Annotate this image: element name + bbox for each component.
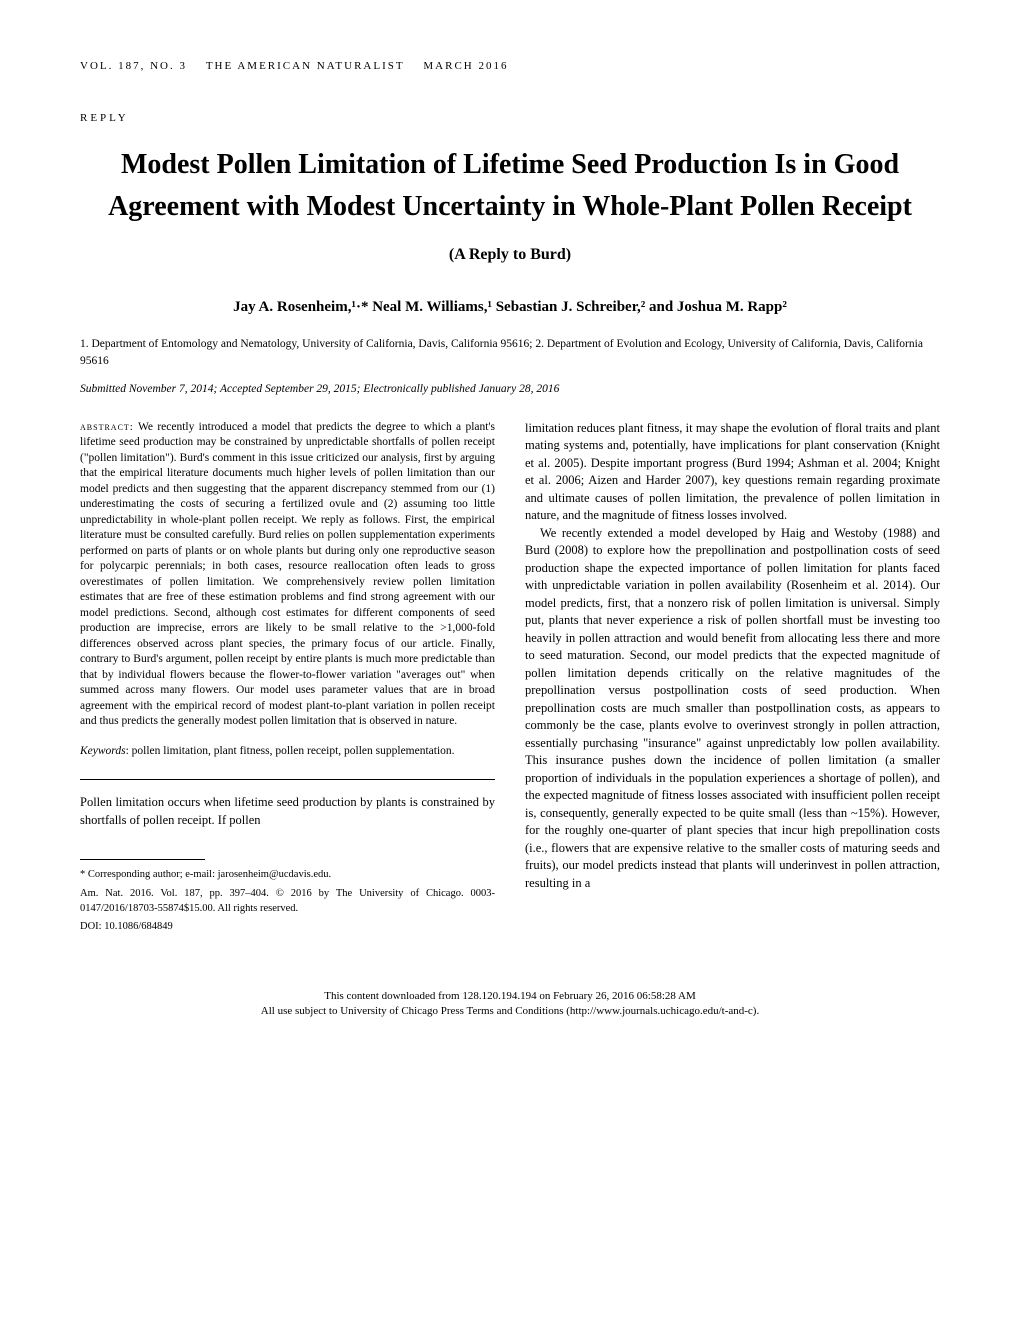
section-divider bbox=[80, 779, 495, 780]
running-header: vol. 187, no. 3 the american naturalist … bbox=[80, 60, 940, 72]
col2-paragraph-2: We recently extended a model developed b… bbox=[525, 525, 940, 893]
header-vol: vol. 187, no. 3 bbox=[80, 60, 187, 72]
footer-line-1: This content downloaded from 128.120.194… bbox=[80, 989, 940, 1004]
intro-paragraph: Pollen limitation occurs when lifetime s… bbox=[80, 794, 495, 829]
doi-footnote: DOI: 10.1086/684849 bbox=[80, 920, 495, 935]
left-column: abstract: We recently introduced a model… bbox=[80, 420, 495, 940]
article-subtitle: (A Reply to Burd) bbox=[80, 246, 940, 264]
keywords-label: Keywords bbox=[80, 745, 126, 757]
abstract-label: abstract: bbox=[80, 421, 134, 433]
keywords: Keywords: pollen limitation, plant fitne… bbox=[80, 744, 495, 760]
reply-label: Reply bbox=[80, 112, 940, 124]
col2-paragraph-1: limitation reduces plant fitness, it may… bbox=[525, 420, 940, 525]
abstract: abstract: We recently introduced a model… bbox=[80, 420, 495, 730]
abstract-body: We recently introduced a model that pred… bbox=[80, 421, 495, 728]
authors: Jay A. Rosenheim,¹·* Neal M. Williams,¹ … bbox=[80, 299, 940, 316]
affiliations: 1. Department of Entomology and Nematolo… bbox=[80, 336, 940, 371]
keywords-text: : pollen limitation, plant fitness, poll… bbox=[126, 745, 455, 757]
footnote-separator bbox=[80, 859, 205, 860]
right-column: limitation reduces plant fitness, it may… bbox=[525, 420, 940, 940]
article-title: Modest Pollen Limitation of Lifetime See… bbox=[80, 144, 940, 228]
page-footer: This content downloaded from 128.120.194… bbox=[80, 989, 940, 1020]
submission-dates: Submitted November 7, 2014; Accepted Sep… bbox=[80, 383, 940, 395]
corresponding-author-footnote: * Corresponding author; e-mail: jarosenh… bbox=[80, 868, 495, 883]
footer-line-2: All use subject to University of Chicago… bbox=[80, 1004, 940, 1019]
header-journal: the american naturalist bbox=[206, 60, 405, 72]
header-date: march 2016 bbox=[423, 60, 508, 72]
citation-footnote: Am. Nat. 2016. Vol. 187, pp. 397–404. © … bbox=[80, 887, 495, 916]
two-column-body: abstract: We recently introduced a model… bbox=[80, 420, 940, 940]
